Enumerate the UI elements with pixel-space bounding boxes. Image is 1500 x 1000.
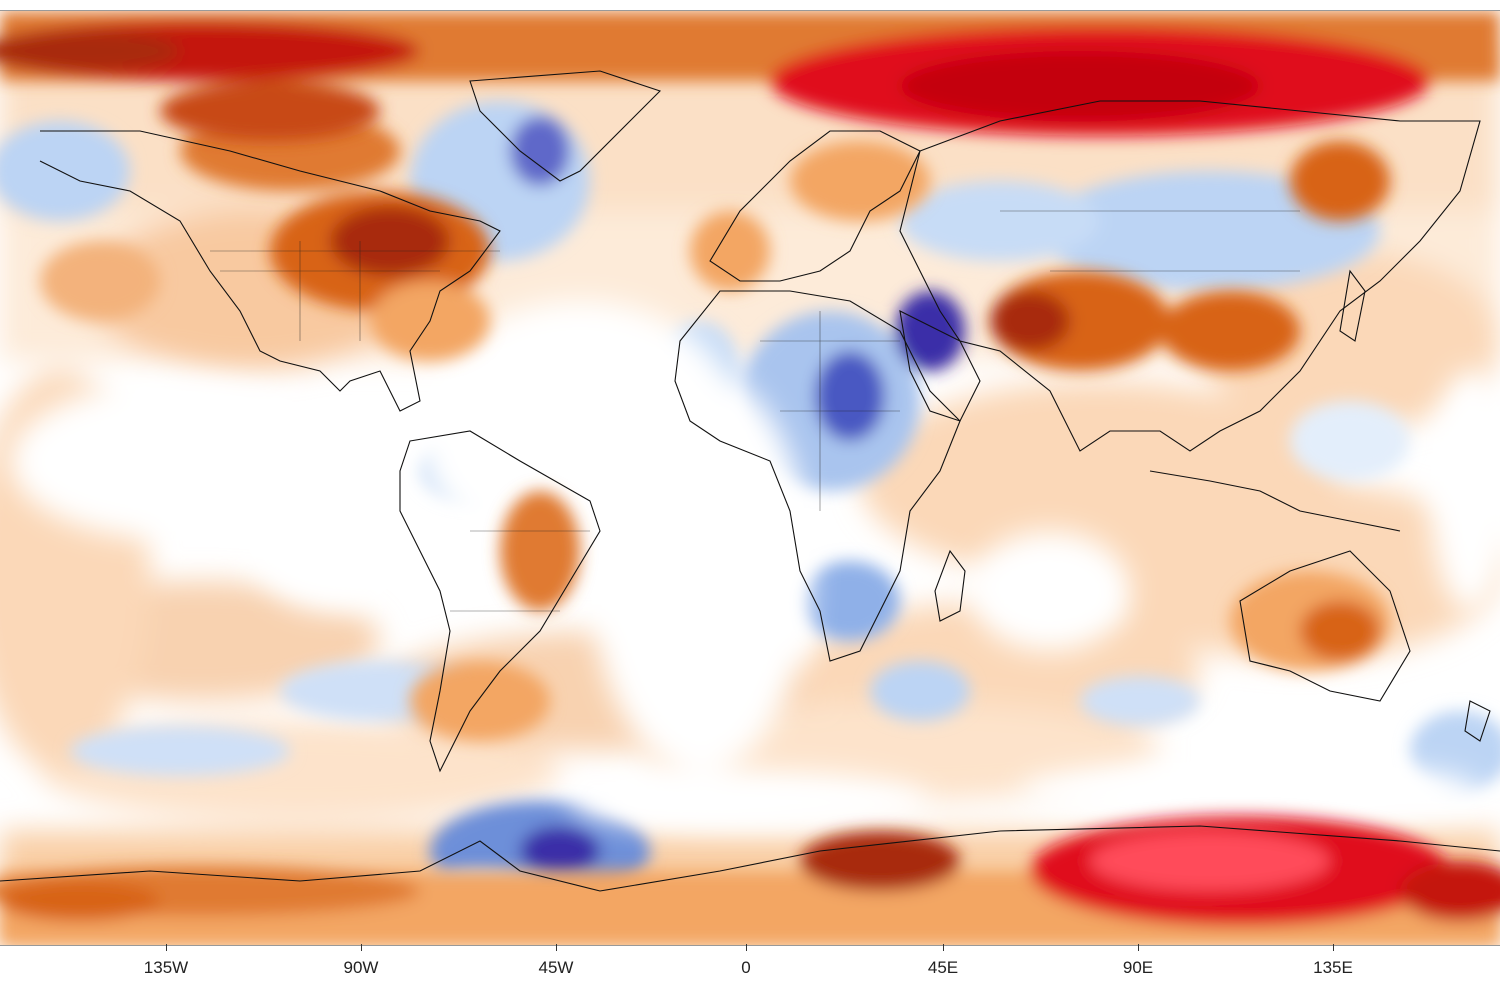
map-canvas bbox=[0, 11, 1500, 945]
arctic-anomaly-band bbox=[0, 11, 1500, 141]
new-zealand-coast bbox=[1464, 700, 1491, 742]
longitude-tick bbox=[361, 944, 362, 951]
longitude-label-90w: 90W bbox=[343, 958, 379, 977]
longitude-tick bbox=[1138, 944, 1139, 951]
longitude-label-135e: 135E bbox=[1313, 958, 1353, 977]
longitude-tick bbox=[556, 944, 557, 951]
neutral-anomalies bbox=[10, 301, 1500, 831]
longitude-axis: 135W 90W 45W 0 45E 90E 135E bbox=[0, 944, 1500, 1000]
australia-coast bbox=[1239, 550, 1411, 702]
indonesia-coast bbox=[1149, 470, 1401, 532]
north-america-coast bbox=[39, 130, 501, 412]
madagascar-coast bbox=[934, 549, 966, 622]
longitude-tick bbox=[746, 944, 747, 951]
greenland-coast bbox=[469, 70, 662, 182]
longitude-label-45w: 45W bbox=[538, 958, 574, 977]
antarctic-anomaly-band bbox=[0, 816, 1500, 945]
longitude-label-135w: 135W bbox=[143, 958, 189, 977]
japan-coast bbox=[1339, 269, 1366, 342]
coastlines bbox=[0, 70, 1500, 892]
africa-coast bbox=[674, 290, 961, 662]
antarctica-coast bbox=[0, 825, 1500, 892]
longitude-label-0: 0 bbox=[741, 958, 751, 977]
longitude-tick bbox=[166, 944, 167, 951]
arabia-coast bbox=[899, 310, 981, 422]
longitude-label-45e: 45E bbox=[927, 958, 959, 977]
longitude-tick bbox=[943, 944, 944, 951]
longitude-tick bbox=[1333, 944, 1334, 951]
south-america-coast bbox=[399, 430, 601, 773]
country-borders bbox=[210, 210, 1300, 612]
europe-coast bbox=[709, 130, 921, 282]
longitude-label-90e: 90E bbox=[1122, 958, 1154, 977]
temperature-anomaly-map bbox=[0, 10, 1500, 946]
